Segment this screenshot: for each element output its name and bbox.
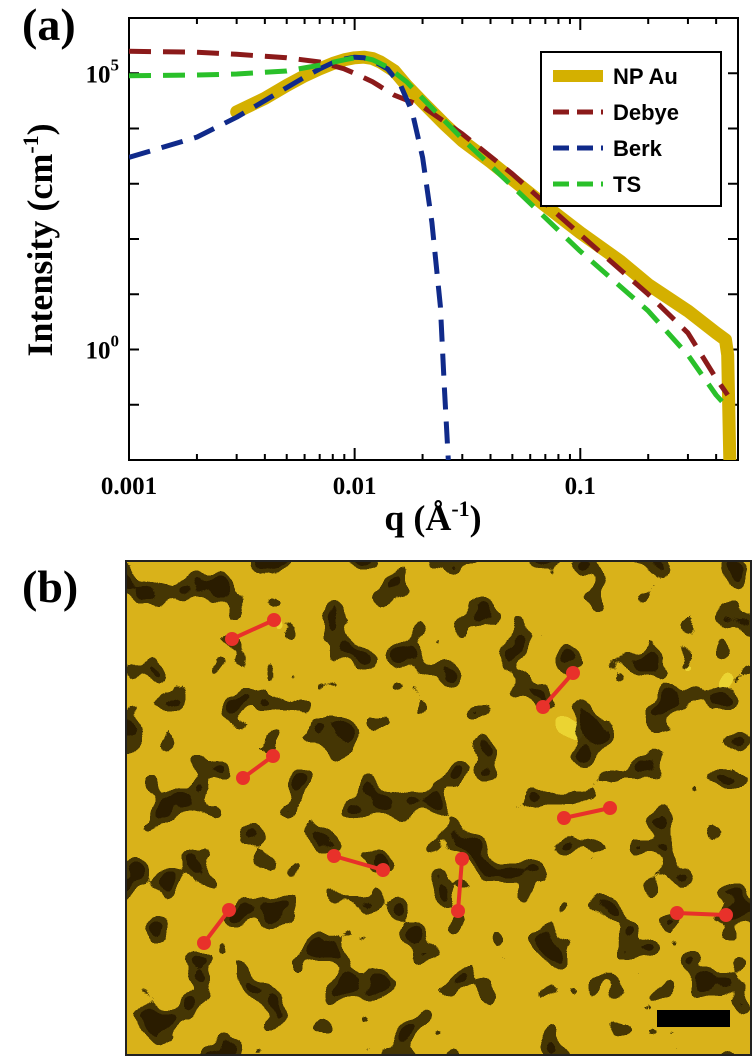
x-tick-label: 0.001 [101, 473, 157, 500]
marker-dot [670, 906, 684, 920]
marker-line [563, 806, 611, 820]
marker-dot [566, 666, 580, 680]
series-line-debye [129, 48, 730, 397]
legend-entry: Berk [613, 136, 663, 161]
x-tick-labels: 0.001 0.01 0.1 [101, 473, 596, 500]
marker-line [541, 671, 575, 709]
marker-dot [266, 749, 280, 763]
axis-ticks [128, 17, 739, 461]
x-axis-title: q (Å-1) [384, 496, 481, 538]
ligament-markers [197, 613, 733, 950]
marker-line [231, 618, 275, 641]
scale-bar [657, 1010, 730, 1027]
y-tick-label: 100 [86, 332, 120, 365]
marker-dot [197, 936, 211, 950]
marker-dot [536, 700, 550, 714]
micrograph-pores [126, 561, 751, 1055]
y-axis-title: Intensity (cm-1) [18, 123, 60, 356]
marker-dot [557, 811, 571, 825]
marker-line [456, 858, 464, 912]
marker-dot [267, 613, 281, 627]
legend: NP Au Debye Berk TS [540, 51, 722, 207]
marker-dot [603, 801, 617, 815]
legend-entry: Debye [613, 100, 679, 125]
x-tick-label: 0.01 [333, 473, 377, 500]
panel-a-label: (a) [22, 0, 76, 50]
legend-entry: TS [613, 172, 641, 197]
marker-dot [376, 863, 390, 877]
marker-dot [222, 903, 236, 917]
marker-dot [451, 904, 465, 918]
legend-entry: NP Au [613, 64, 678, 89]
micrograph-frame [125, 560, 752, 1056]
panel-b-label: (b) [22, 561, 78, 612]
marker-dot [719, 908, 733, 922]
y-tick-labels: 100 105 [86, 55, 120, 364]
legend-items: NP Au Debye Berk TS [553, 64, 679, 197]
marker-line [676, 911, 727, 917]
series-layer [129, 48, 737, 460]
series-line-ts [129, 55, 732, 412]
series-line-berk [129, 54, 451, 460]
marker-dot [225, 632, 239, 646]
x-tick-label: 0.1 [565, 473, 596, 500]
marker-line [333, 854, 384, 872]
marker-dot [455, 852, 469, 866]
marker-dot [236, 771, 250, 785]
micrograph [126, 561, 751, 1055]
marker-dot [327, 849, 341, 863]
y-tick-label: 105 [86, 55, 120, 88]
